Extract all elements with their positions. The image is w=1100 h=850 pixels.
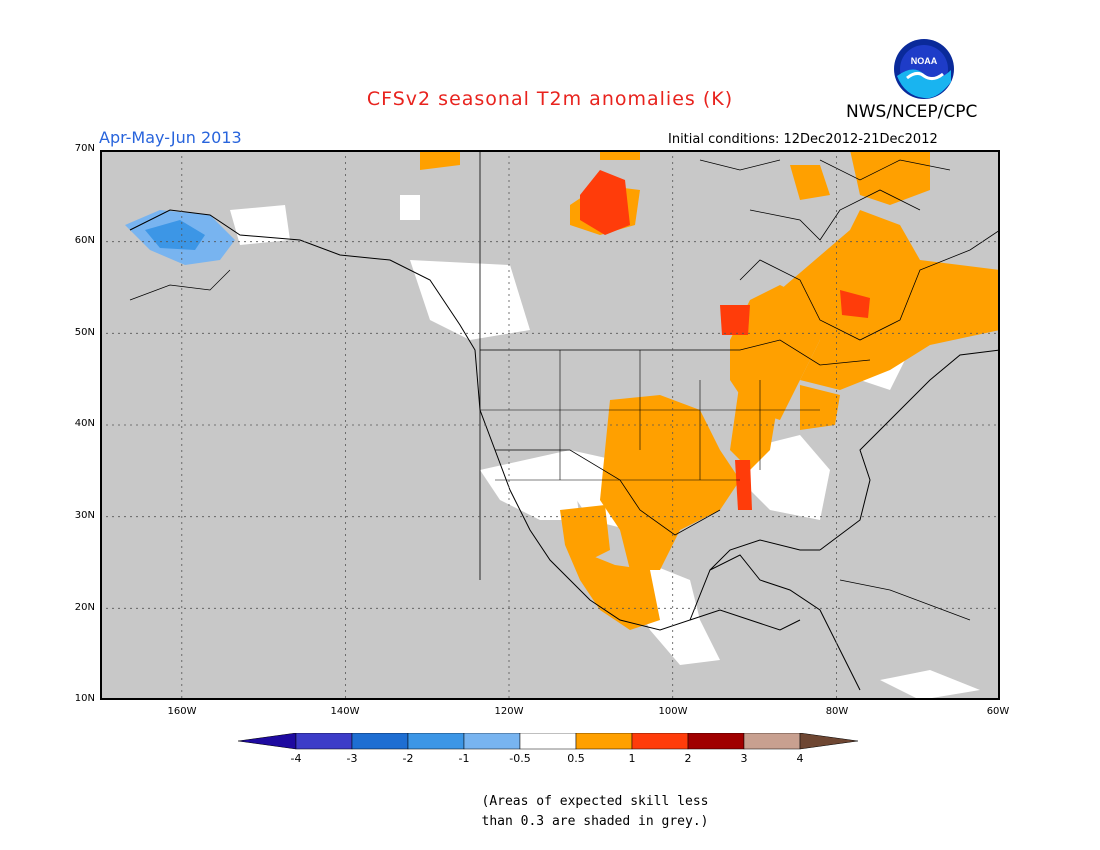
colorbar-tick: 4 xyxy=(796,752,804,765)
map-frame xyxy=(100,150,1000,700)
colorbar-swatch xyxy=(687,733,745,750)
strong-warm-regions xyxy=(580,170,870,510)
title-text: CFSv2 seasonal T2m anomalies (K) xyxy=(366,88,734,110)
period-label: Apr-May-Jun 2013 xyxy=(99,128,242,147)
gridlines xyxy=(100,150,1000,700)
colorbar-swatch xyxy=(519,733,577,750)
initial-conditions-label: Initial conditions: 12Dec2012-21Dec2012 xyxy=(668,132,938,147)
lat-label-10n: 10N xyxy=(74,693,95,704)
colorbar-tick: -1 xyxy=(458,752,470,765)
skill-note: (Areas of expected skill less than 0.3 a… xyxy=(420,792,770,832)
colorbar-swatch xyxy=(407,733,465,750)
lon-label-100w: 100W xyxy=(658,706,688,717)
lon-label-140w: 140W xyxy=(330,706,360,717)
lon-label-60w: 60W xyxy=(986,706,1010,717)
lat-label-20n: 20N xyxy=(74,602,95,613)
colorbar-tick: 2 xyxy=(684,752,692,765)
colorbar-tick: -4 xyxy=(290,752,302,765)
colorbar-tick: 3 xyxy=(740,752,748,765)
colorbar-swatch xyxy=(295,733,353,750)
skill-note-line-1: (Areas of expected skill less xyxy=(481,794,709,809)
cold-anomaly-regions xyxy=(125,210,235,265)
lat-label-70n: 70N xyxy=(74,143,95,154)
colorbar-swatch xyxy=(351,733,409,750)
colorbar-swatch xyxy=(631,733,689,750)
agency-label: NWS/NCEP/CPC xyxy=(846,102,978,122)
anomaly-map xyxy=(100,150,1000,700)
colorbar-tick: -3 xyxy=(346,752,358,765)
colorbar-tick: -2 xyxy=(402,752,414,765)
lat-label-30n: 30N xyxy=(74,510,95,521)
colorbar xyxy=(238,733,859,750)
noaa-logo: NOAA xyxy=(894,39,954,99)
colorbar-tick: -0.5 xyxy=(509,752,531,765)
colorbar-tick: 0.5 xyxy=(567,752,585,765)
skill-note-line-2: than 0.3 are shaded in grey.) xyxy=(481,814,709,829)
colorbar-arrow-left xyxy=(238,733,297,750)
colorbar-tick: 1 xyxy=(628,752,636,765)
lon-label-160w: 160W xyxy=(167,706,197,717)
logo-text: NOAA xyxy=(911,56,938,66)
lat-label-60n: 60N xyxy=(74,235,95,246)
colorbar-swatch xyxy=(743,733,801,750)
lon-label-120w: 120W xyxy=(494,706,524,717)
lat-label-50n: 50N xyxy=(74,327,95,338)
colorbar-swatch xyxy=(463,733,521,750)
lon-label-80w: 80W xyxy=(825,706,849,717)
colorbar-swatch xyxy=(575,733,633,750)
chart-title: CFSv2 seasonal T2m anomalies (K) xyxy=(0,88,1100,110)
colorbar-arrow-right xyxy=(799,733,859,750)
lat-label-40n: 40N xyxy=(74,418,95,429)
coastlines xyxy=(129,150,1000,691)
